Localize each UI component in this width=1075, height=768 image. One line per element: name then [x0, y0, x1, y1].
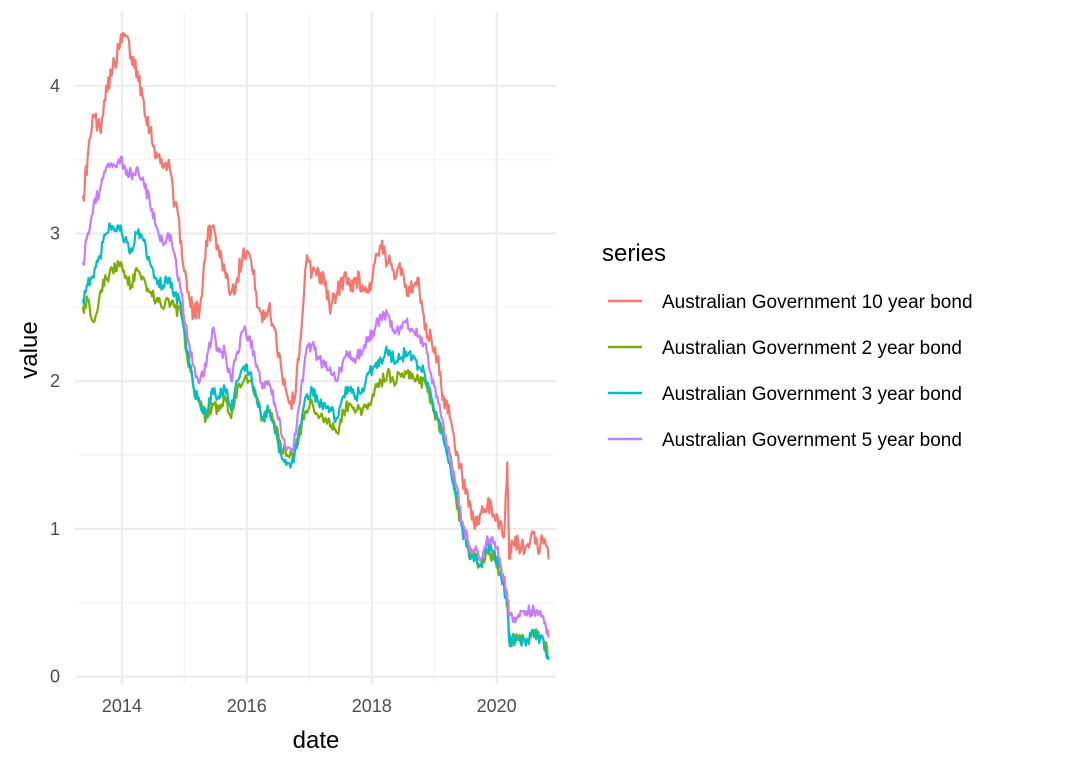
y-tick-label: 1	[50, 519, 60, 539]
legend-label-1: Australian Government 10 year bond	[662, 292, 973, 313]
legend-label-4: Australian Government 5 year bond	[662, 430, 962, 451]
x-tick-label: 2014	[102, 696, 142, 716]
legend-label-2: Australian Government 2 year bond	[662, 338, 962, 359]
legend-title: series	[602, 240, 666, 267]
x-tick-label: 2016	[227, 696, 267, 716]
x-tick-label: 2018	[352, 696, 392, 716]
x-axis-title: date	[293, 727, 340, 754]
legend-label-3: Australian Government 3 year bond	[662, 384, 962, 405]
y-tick-label: 0	[50, 667, 60, 687]
y-axis-title: value	[16, 321, 43, 378]
y-tick-label: 2	[50, 371, 60, 391]
x-tick-label: 2020	[477, 696, 517, 716]
y-tick-label: 4	[50, 76, 60, 96]
y-tick-label: 3	[50, 224, 60, 244]
